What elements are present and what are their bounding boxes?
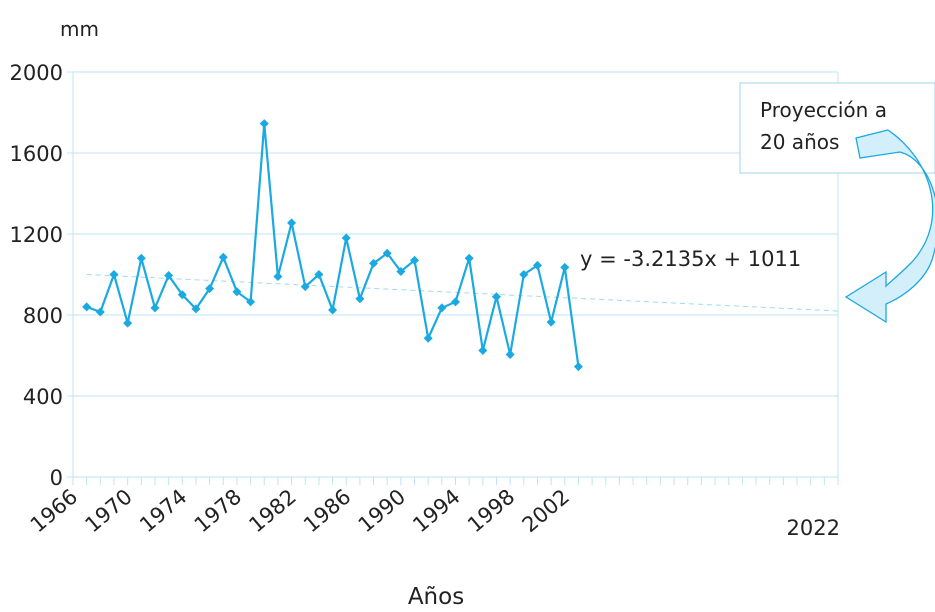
data-point-1996 — [478, 345, 488, 355]
data-point-2003 — [573, 362, 583, 372]
callout-line-2: 20 años — [760, 130, 839, 154]
trendline-equation: y = -3.2135x + 1011 — [580, 247, 801, 271]
data-point-1988 — [369, 258, 379, 268]
data-point-1969 — [109, 270, 119, 279]
data-point-1979 — [246, 297, 256, 307]
y-tick-label: 2000 — [10, 61, 63, 85]
data-point-1972 — [150, 303, 160, 313]
y-axis-tick-labels: 0 400 800 1200 1600 2000 — [10, 61, 63, 490]
data-point-1967 — [82, 302, 92, 312]
data-point-1991 — [410, 255, 420, 265]
callout-line-1: Proyección a — [760, 98, 887, 122]
y-tick-label: 0 — [50, 466, 63, 490]
data-point-1986 — [341, 233, 351, 243]
data-point-1993 — [437, 303, 447, 313]
data-point-2000 — [532, 260, 542, 270]
data-point-1989 — [382, 248, 392, 258]
data-point-1984 — [314, 270, 324, 279]
x-axis-end-label: 2022 — [787, 516, 840, 540]
x-axis-label: Años — [408, 584, 464, 610]
data-point-1976 — [205, 284, 215, 294]
series-markers — [82, 119, 583, 372]
data-point-1985 — [328, 305, 338, 315]
x-tick-label: 1998 — [463, 484, 519, 537]
x-tick-label: 1970 — [80, 484, 136, 537]
grid-lines — [73, 71, 838, 478]
data-point-1982 — [287, 218, 297, 228]
data-point-1980 — [259, 119, 269, 129]
y-axis-label: mm — [60, 17, 99, 41]
y-tick-label: 400 — [23, 385, 63, 409]
x-tick-label: 1974 — [135, 484, 191, 537]
data-point-1974 — [177, 290, 187, 300]
x-tick-label: 1966 — [26, 484, 82, 537]
x-tick-label: 1994 — [408, 484, 464, 537]
y-tick-label: 800 — [23, 304, 63, 328]
x-tick-label: 2002 — [518, 484, 574, 537]
x-tick-label: 1978 — [190, 484, 246, 537]
data-point-1973 — [164, 271, 174, 281]
data-point-1978 — [232, 287, 242, 297]
data-point-1975 — [191, 304, 201, 314]
data-point-1992 — [423, 333, 433, 343]
data-point-1970 — [123, 318, 133, 328]
x-tick-label: 1986 — [299, 484, 355, 537]
data-point-1999 — [519, 270, 529, 279]
y-tick-label: 1600 — [10, 142, 63, 166]
projection-callout: Proyección a 20 años — [739, 82, 935, 324]
data-point-1971 — [136, 253, 146, 263]
data-point-2001 — [546, 317, 556, 327]
data-point-1994 — [451, 297, 460, 307]
projection-arrow-icon — [844, 129, 935, 324]
data-point-1998 — [505, 349, 515, 359]
data-point-1990 — [396, 266, 406, 276]
data-point-1968 — [95, 307, 105, 317]
x-tick-label: 1990 — [354, 484, 410, 537]
data-point-1997 — [491, 292, 501, 302]
y-tick-label: 1200 — [10, 223, 63, 247]
data-point-2002 — [560, 262, 570, 272]
x-tick-label: 1982 — [244, 484, 300, 537]
callout-box — [739, 82, 935, 174]
axes — [67, 71, 839, 478]
x-axis-ticks — [72, 477, 839, 485]
data-point-1987 — [355, 294, 365, 304]
series-line — [86, 123, 580, 367]
data-point-1983 — [300, 282, 310, 292]
data-point-1977 — [218, 252, 228, 262]
data-point-1995 — [464, 253, 474, 263]
data-point-1981 — [273, 272, 283, 282]
